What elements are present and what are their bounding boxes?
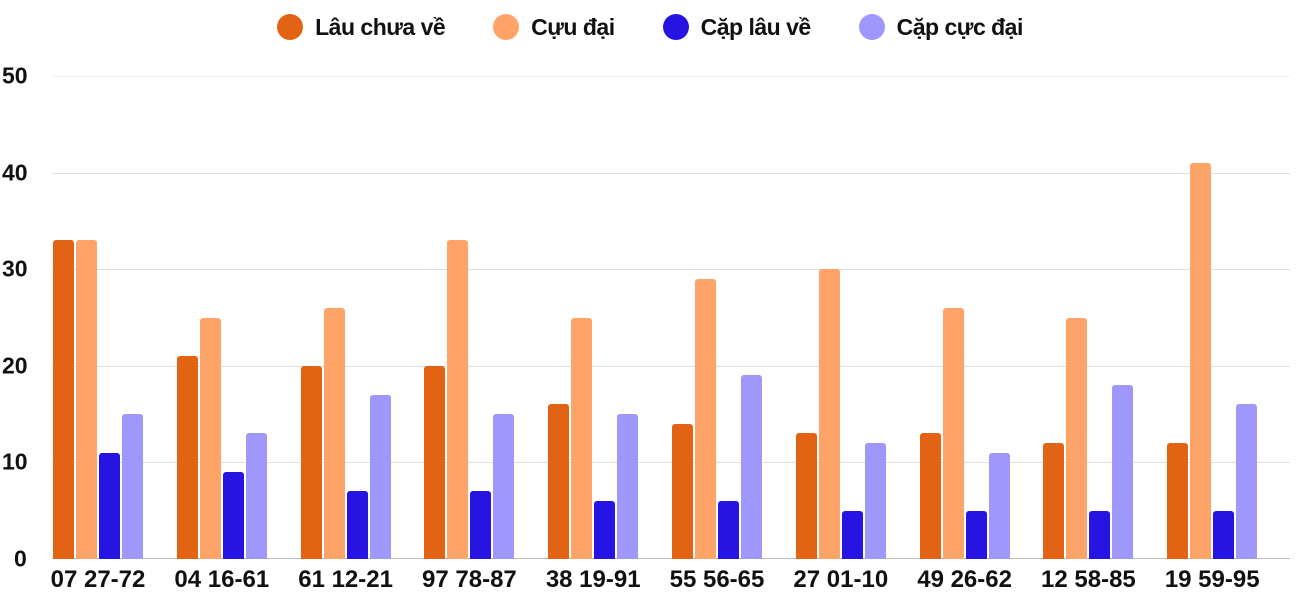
gridline bbox=[52, 462, 1290, 464]
bar[interactable] bbox=[99, 452, 120, 559]
bar[interactable] bbox=[76, 240, 97, 559]
bar[interactable] bbox=[988, 452, 1010, 559]
bar[interactable] bbox=[1043, 443, 1065, 559]
x-tick-label: 97 78-87 bbox=[422, 566, 517, 593]
bar[interactable] bbox=[818, 269, 840, 559]
legend-label: Lâu chưa về bbox=[315, 13, 446, 40]
bar[interactable] bbox=[1167, 443, 1189, 559]
legend-swatch-icon bbox=[662, 14, 689, 40]
y-tick-label: 30 bbox=[2, 255, 28, 282]
legend-label: Cặp cực đại bbox=[896, 13, 1024, 40]
bar[interactable] bbox=[594, 501, 616, 559]
bar[interactable] bbox=[1213, 510, 1235, 559]
y-tick-label: 0 bbox=[14, 545, 27, 572]
legend-item[interactable]: Cựu đại bbox=[493, 13, 615, 41]
x-axis-line bbox=[52, 558, 1290, 559]
bar[interactable] bbox=[1112, 385, 1134, 559]
bar[interactable] bbox=[571, 317, 593, 559]
bar[interactable] bbox=[841, 510, 863, 559]
bar[interactable] bbox=[741, 375, 762, 559]
legend-item[interactable]: Lâu chưa về bbox=[277, 13, 446, 41]
gridline bbox=[52, 365, 1290, 367]
bar[interactable] bbox=[369, 394, 391, 559]
gridline bbox=[52, 172, 1290, 174]
bar[interactable] bbox=[1190, 162, 1212, 559]
x-tick-label: 04 16-61 bbox=[174, 566, 270, 593]
legend-item[interactable]: Cặp lâu về bbox=[662, 13, 812, 41]
legend-label: Cặp lâu về bbox=[700, 13, 812, 40]
legend-swatch-icon bbox=[493, 14, 520, 40]
x-tick-label: 12 58-85 bbox=[1041, 566, 1136, 593]
bar[interactable] bbox=[323, 307, 345, 559]
bar[interactable] bbox=[942, 307, 964, 559]
bar[interactable] bbox=[470, 491, 492, 559]
bar[interactable] bbox=[424, 365, 446, 559]
x-tick-label: 07 27-72 bbox=[50, 566, 146, 593]
bar[interactable] bbox=[346, 491, 368, 559]
bar[interactable] bbox=[300, 365, 322, 559]
bar[interactable] bbox=[1066, 317, 1088, 559]
y-tick-label: 50 bbox=[2, 62, 28, 89]
bar[interactable] bbox=[695, 278, 716, 559]
bar[interactable] bbox=[919, 433, 941, 559]
x-tick-label: 61 12-21 bbox=[298, 566, 393, 593]
bar[interactable] bbox=[199, 317, 221, 559]
bar[interactable] bbox=[548, 404, 570, 559]
legend-swatch-icon bbox=[277, 14, 304, 40]
x-tick-label: 55 56-65 bbox=[669, 566, 765, 593]
bar[interactable] bbox=[672, 423, 693, 559]
bar[interactable] bbox=[122, 414, 143, 559]
bar[interactable] bbox=[864, 443, 886, 559]
y-tick-label: 20 bbox=[2, 352, 28, 379]
chart-legend: Lâu chưa về Cựu đại Cặp lâu về Cặp cực đại bbox=[0, 10, 1300, 44]
gridline bbox=[52, 269, 1290, 271]
legend-swatch-icon bbox=[858, 14, 885, 40]
bar[interactable] bbox=[176, 356, 198, 559]
x-tick-label: 38 19-91 bbox=[545, 566, 641, 593]
bar[interactable] bbox=[617, 414, 639, 559]
legend-label: Cựu đại bbox=[531, 13, 615, 40]
plot-area bbox=[52, 76, 1290, 559]
x-tick-label: 27 01-10 bbox=[793, 566, 889, 593]
bar[interactable] bbox=[447, 240, 469, 559]
bar[interactable] bbox=[1236, 404, 1258, 559]
bar[interactable] bbox=[718, 501, 739, 559]
bar[interactable] bbox=[795, 433, 817, 559]
bar[interactable] bbox=[53, 240, 74, 559]
y-tick-label: 40 bbox=[2, 159, 28, 186]
x-tick-label: 49 26-62 bbox=[917, 566, 1012, 593]
bar[interactable] bbox=[965, 510, 987, 559]
bar[interactable] bbox=[222, 472, 244, 559]
gridline bbox=[52, 76, 1290, 77]
legend-item[interactable]: Cặp cực đại bbox=[858, 13, 1024, 41]
y-tick-label: 10 bbox=[2, 448, 28, 475]
bar[interactable] bbox=[493, 414, 515, 559]
bar[interactable] bbox=[245, 433, 267, 559]
x-tick-label: 19 59-95 bbox=[1164, 566, 1260, 593]
bar[interactable] bbox=[1089, 510, 1111, 559]
